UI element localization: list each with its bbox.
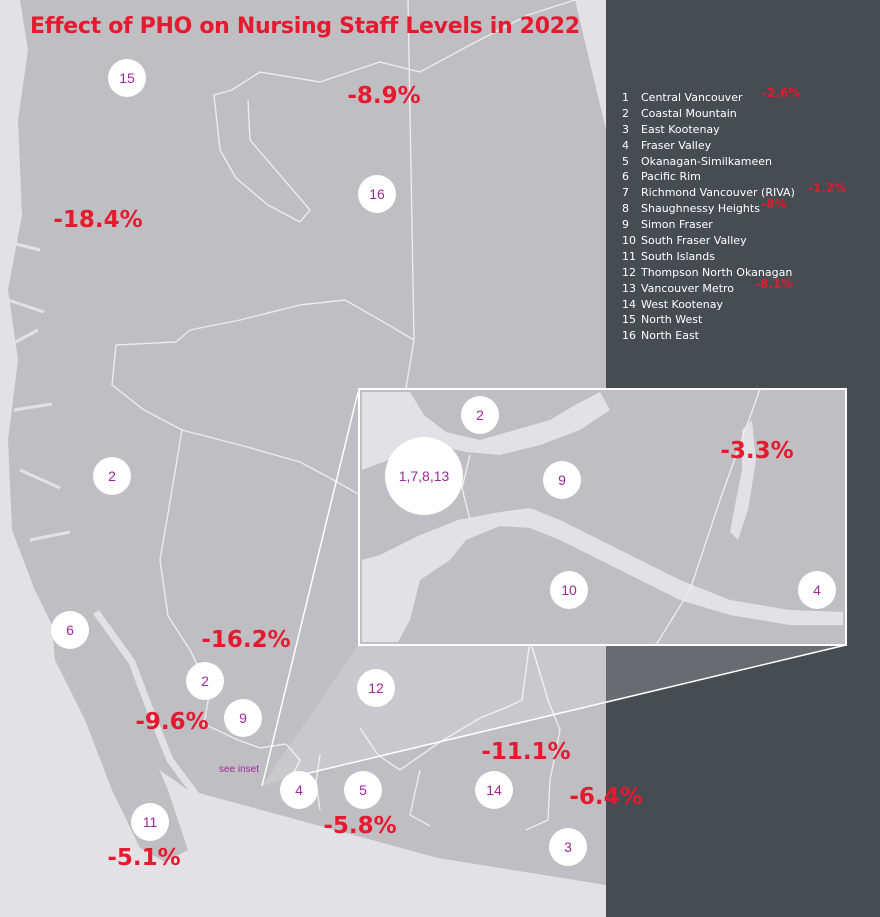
legend-percentage: -8%	[761, 197, 787, 212]
legend-region-name: South Islands	[641, 249, 715, 263]
percent-label-east-kootenay: -6.4%	[569, 784, 643, 810]
legend-item: 11 South Islands	[622, 249, 795, 265]
legend-number: 11	[622, 249, 636, 263]
legend-number: 7	[622, 186, 629, 200]
inset-region-marker: 9	[543, 461, 581, 499]
legend-region-name: Vancouver Metro	[641, 281, 735, 295]
legend-item: 13 Vancouver Metro -8.1%	[622, 277, 795, 297]
legend-number: 1	[622, 91, 629, 104]
water-channel	[93, 609, 203, 803]
inset-region-marker: 2	[461, 396, 499, 434]
coast-fjords	[0, 238, 71, 542]
legend-region-name: West Kootenay	[641, 297, 723, 311]
legend-list: 1 Central Vancouver -2.6% 2 Coastal Mountain…	[622, 86, 846, 344]
region-marker: 15	[108, 59, 146, 97]
percent-label-coastal-mountain: -16.2%	[201, 627, 291, 653]
legend-region-name: North East	[641, 329, 699, 343]
legend-number: 13	[622, 281, 636, 295]
inset-region-marker: 1,7,8,13	[385, 437, 463, 515]
legend-number: 5	[622, 154, 629, 168]
legend-number: 12	[622, 265, 636, 279]
legend-number: 2	[622, 106, 629, 120]
inset-region-marker: 4	[798, 571, 836, 609]
inset-water	[362, 392, 610, 470]
region-marker: 14	[475, 771, 513, 809]
legend-item: 5 Okanagan-Similkameen	[622, 154, 795, 170]
inset-lake	[730, 420, 756, 540]
land-mass	[8, 0, 606, 885]
legend-region-name: Richmond Vancouver (RIVA)	[641, 186, 795, 200]
legend-number: 15	[622, 313, 636, 327]
legend-region-name: Pacific Rim	[641, 170, 701, 184]
legend-region-name: Coastal Mountain	[641, 106, 737, 120]
legend-item: 3 East Kootenay	[622, 122, 795, 138]
percent-label-simon-fraser: -9.6%	[135, 709, 209, 735]
percent-label-west-kootenay: -11.1%	[481, 739, 571, 765]
legend-item: 10 South Fraser Valley	[622, 233, 795, 249]
inset-callout-wedge	[262, 645, 846, 786]
legend-number: 16	[622, 329, 636, 343]
legend-number: 6	[622, 170, 629, 184]
see-inset-label: see inset	[219, 764, 260, 775]
region-marker: 9	[224, 699, 262, 737]
percent-label-north-west: -18.4%	[53, 207, 143, 233]
legend-item: 7 Richmond Vancouver (RIVA) -1.2%	[622, 181, 846, 201]
region-marker: 16	[358, 175, 396, 213]
region-marker: 5	[344, 771, 382, 809]
region-marker: 11	[131, 803, 169, 841]
legend-number: 14	[622, 297, 636, 311]
inset-region-marker: 10	[550, 571, 588, 609]
legend-region-name: East Kootenay	[641, 122, 720, 136]
page-title: Effect of PHO on Nursing Staff Levels in…	[30, 14, 580, 39]
region-marker: 3	[549, 828, 587, 866]
inset-callout-lines	[261, 391, 847, 787]
region-marker: 12	[357, 669, 395, 707]
legend-region-name: Shaughnessy Heights	[641, 202, 760, 216]
legend-percentage: -2.6%	[762, 86, 801, 100]
legend-region-name: Okanagan-Similkameen	[641, 154, 772, 168]
legend-item: 6 Pacific Rim	[622, 169, 795, 185]
legend-number: 10	[622, 234, 636, 248]
region-marker: 4	[280, 771, 318, 809]
legend-item: 14 West Kootenay	[622, 297, 795, 313]
percent-label-north-east: -8.9%	[347, 83, 421, 109]
legend-region-name: South Fraser Valley	[641, 234, 747, 248]
legend-item: 1 Central Vancouver -2.6%	[622, 86, 800, 106]
legend-number: 8	[622, 202, 629, 216]
legend-item: 12 Thompson North Okanagan	[622, 265, 795, 281]
legend-item: 8 Shaughnessy Heights -8%	[622, 197, 795, 217]
percent-label-south-islands: -5.1%	[107, 845, 181, 871]
legend-number: 4	[622, 138, 629, 152]
legend-item: 15 North West	[622, 312, 795, 328]
legend-number: 9	[622, 218, 629, 232]
region-marker: 2	[93, 457, 131, 495]
legend-percentage: -8.1%	[755, 276, 794, 291]
legend-item: 9 Simon Fraser	[622, 217, 795, 233]
region-marker: 2	[186, 662, 224, 700]
legend-item: 2 Coastal Mountain	[622, 106, 795, 122]
legend-region-name: Simon Fraser	[641, 218, 713, 232]
legend-item: 4 Fraser Valley	[622, 138, 795, 154]
legend-item: 16 North East	[622, 328, 795, 344]
percent-label-okanagan-similkameen: -5.8%	[323, 813, 397, 839]
region-marker: 6	[51, 611, 89, 649]
legend-number: 3	[622, 122, 629, 136]
legend-region-name: Thompson North Okanagan	[641, 265, 793, 279]
inset-water-river	[362, 508, 843, 642]
legend-region-name: North West	[641, 313, 703, 327]
island-land	[50, 600, 188, 862]
legend-percentage: -1.2%	[808, 181, 847, 196]
percent-label-fraser-valley-inset: -3.3%	[720, 438, 794, 464]
legend-region-name: Fraser Valley	[641, 138, 712, 152]
inset-boundary	[461, 388, 761, 646]
inset-map	[358, 388, 847, 646]
legend-region-name: Central Vancouver	[641, 91, 743, 104]
